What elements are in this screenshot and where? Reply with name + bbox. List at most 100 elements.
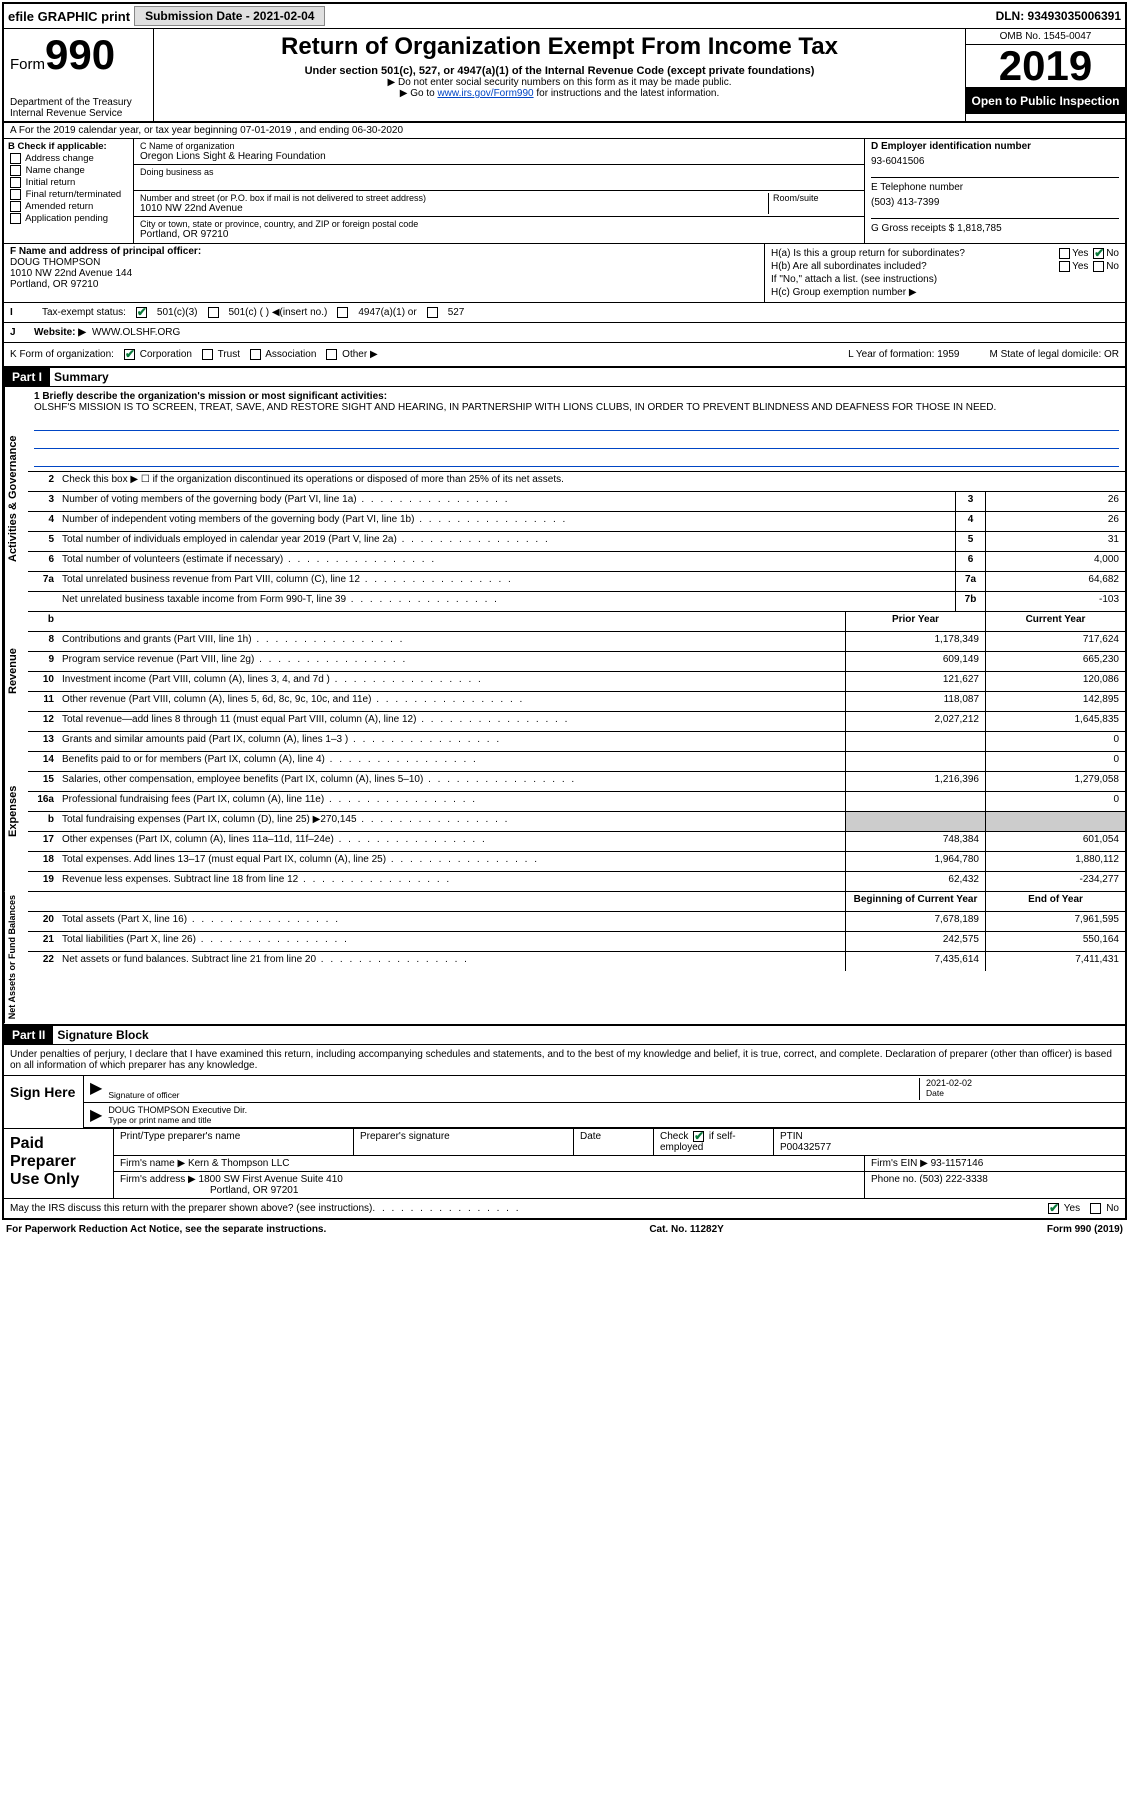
table-row: 22Net assets or fund balances. Subtract …: [28, 951, 1125, 971]
table-row: 2Check this box ▶ ☐ if the organization …: [28, 471, 1125, 491]
officer-addr1: 1010 NW 22nd Avenue 144: [10, 268, 758, 279]
vtab-net: Net Assets or Fund Balances: [4, 891, 28, 1023]
discuss-yes[interactable]: [1048, 1203, 1059, 1214]
chk-address-change[interactable]: Address change: [8, 153, 129, 164]
part-ii-header: Part II Signature Block: [4, 1026, 1125, 1045]
table-row: 16aProfessional fundraising fees (Part I…: [28, 791, 1125, 811]
org-name: Oregon Lions Sight & Hearing Foundation: [140, 151, 858, 162]
dln-label: DLN: 93493035006391: [996, 9, 1121, 23]
tax-year: 2019: [966, 45, 1125, 88]
part-i-header: Part I Summary: [4, 368, 1125, 387]
col-c-org-info: C Name of organization Oregon Lions Sigh…: [134, 139, 865, 243]
firm-addr2: Portland, OR 97201: [210, 1185, 298, 1196]
chk-name-change[interactable]: Name change: [8, 165, 129, 176]
cat-no: Cat. No. 11282Y: [649, 1224, 723, 1235]
rev-header-row: b Prior Year Current Year: [28, 611, 1125, 631]
chk-527[interactable]: [427, 307, 438, 318]
chk-other[interactable]: [326, 349, 337, 360]
vtab-governance: Activities & Governance: [4, 387, 28, 611]
city-value: Portland, OR 97210: [140, 229, 858, 240]
hb-yes[interactable]: [1059, 261, 1070, 272]
form-title: Return of Organization Exempt From Incom…: [162, 33, 957, 61]
submission-date-button[interactable]: Submission Date - 2021-02-04: [134, 6, 325, 26]
paid-preparer-block: Paid Preparer Use Only Print/Type prepar…: [4, 1128, 1125, 1198]
col-b-checkboxes: B Check if applicable: Address change Na…: [4, 139, 134, 243]
hb-note: If "No," attach a list. (see instruction…: [771, 274, 1119, 285]
table-row: 3Number of voting members of the governi…: [28, 491, 1125, 511]
table-row: 20Total assets (Part X, line 16)7,678,18…: [28, 911, 1125, 931]
mission-block: 1 Briefly describe the organization's mi…: [28, 387, 1125, 471]
chk-initial-return[interactable]: Initial return: [8, 177, 129, 188]
chk-4947[interactable]: [337, 307, 348, 318]
subtitle-3: ▶ Go to www.irs.gov/Form990 for instruct…: [162, 88, 957, 99]
chk-self-employed[interactable]: [693, 1131, 704, 1142]
address-value: 1010 NW 22nd Avenue: [140, 203, 768, 214]
table-row: 13Grants and similar amounts paid (Part …: [28, 731, 1125, 751]
firm-ein: 93-1157146: [931, 1158, 984, 1169]
col-d-contact: D Employer identification number 93-6041…: [865, 139, 1125, 243]
efile-label: efile GRAPHIC print: [8, 9, 130, 24]
hb-no[interactable]: [1093, 261, 1104, 272]
gross-receipts: G Gross receipts $ 1,818,785: [871, 223, 1119, 234]
mission-text: OLSHF'S MISSION IS TO SCREEN, TREAT, SAV…: [34, 402, 1119, 413]
firm-name: Kern & Thompson LLC: [188, 1158, 290, 1169]
chk-501c3[interactable]: [136, 307, 147, 318]
discuss-no[interactable]: [1090, 1203, 1101, 1214]
ha-yes[interactable]: [1059, 248, 1070, 259]
page-footer: For Paperwork Reduction Act Notice, see …: [0, 1222, 1129, 1237]
summary-section: Activities & Governance 1 Briefly descri…: [4, 387, 1125, 611]
phone-value: (503) 413-7399: [871, 197, 1119, 208]
chk-pending[interactable]: Application pending: [8, 213, 129, 224]
instructions-link[interactable]: www.irs.gov/Form990: [437, 88, 533, 99]
state-domicile: M State of legal domicile: OR: [990, 349, 1120, 360]
vtab-revenue: Revenue: [4, 611, 28, 731]
table-row: 12Total revenue—add lines 8 through 11 (…: [28, 711, 1125, 731]
sig-date: 2021-02-02: [926, 1078, 1119, 1088]
firm-addr1: 1800 SW First Avenue Suite 410: [199, 1174, 343, 1185]
table-row: 7aTotal unrelated business revenue from …: [28, 571, 1125, 591]
subtitle-1: Under section 501(c), 527, or 4947(a)(1)…: [162, 65, 957, 77]
table-row: bTotal fundraising expenses (Part IX, co…: [28, 811, 1125, 831]
table-row: 6Total number of volunteers (estimate if…: [28, 551, 1125, 571]
ha-no[interactable]: [1093, 248, 1104, 259]
ptin-value: P00432577: [780, 1142, 1119, 1153]
chk-trust[interactable]: [202, 349, 213, 360]
chk-amended[interactable]: Amended return: [8, 201, 129, 212]
net-header-row: Beginning of Current Year End of Year: [28, 891, 1125, 911]
line-a: A For the 2019 calendar year, or tax yea…: [4, 123, 1125, 139]
top-bar: efile GRAPHIC print Submission Date - 20…: [4, 4, 1125, 29]
ein-value: 93-6041506: [871, 156, 1119, 167]
subtitle-2: ▶ Do not enter social security numbers o…: [162, 77, 957, 88]
sig-arrow-icon-2: ▶: [90, 1105, 102, 1125]
chk-501c[interactable]: [208, 307, 219, 318]
table-row: 14Benefits paid to or for members (Part …: [28, 751, 1125, 771]
table-row: 9Program service revenue (Part VIII, lin…: [28, 651, 1125, 671]
table-row: 15Salaries, other compensation, employee…: [28, 771, 1125, 791]
chk-corp[interactable]: [124, 349, 135, 360]
chk-final-return[interactable]: Final return/terminated: [8, 189, 129, 200]
year-formation: L Year of formation: 1959: [848, 349, 959, 360]
website-value: WWW.OLSHF.ORG: [92, 327, 180, 338]
row-k-form-org: K Form of organization: Corporation Trus…: [4, 343, 1125, 368]
row-fh: F Name and address of principal officer:…: [4, 244, 1125, 303]
form-version: Form 990 (2019): [1047, 1224, 1123, 1235]
chk-assoc[interactable]: [250, 349, 261, 360]
sign-here-block: Sign Here ▶ Signature of officer 2021-02…: [4, 1075, 1125, 1128]
form-header: Form990 Department of the Treasury Inter…: [4, 29, 1125, 123]
table-row: 19Revenue less expenses. Subtract line 1…: [28, 871, 1125, 891]
table-row: Net unrelated business taxable income fr…: [28, 591, 1125, 611]
hc-label: H(c) Group exemption number ▶: [771, 287, 917, 298]
form-number: Form990: [10, 31, 147, 79]
table-row: 5Total number of individuals employed in…: [28, 531, 1125, 551]
officer-print-name: DOUG THOMPSON Executive Dir.: [108, 1105, 1119, 1115]
firm-phone: (503) 222-3338: [919, 1174, 987, 1185]
officer-addr2: Portland, OR 97210: [10, 279, 758, 290]
vtab-expenses: Expenses: [4, 731, 28, 891]
dept-label: Department of the Treasury Internal Reve…: [10, 97, 147, 119]
sig-arrow-icon: ▶: [90, 1078, 102, 1100]
table-row: 4Number of independent voting members of…: [28, 511, 1125, 531]
row-j-website: J Website: ▶ WWW.OLSHF.ORG: [4, 323, 1125, 343]
table-row: 21Total liabilities (Part X, line 26)242…: [28, 931, 1125, 951]
officer-name: DOUG THOMPSON: [10, 257, 758, 268]
penalty-text: Under penalties of perjury, I declare th…: [4, 1045, 1125, 1075]
